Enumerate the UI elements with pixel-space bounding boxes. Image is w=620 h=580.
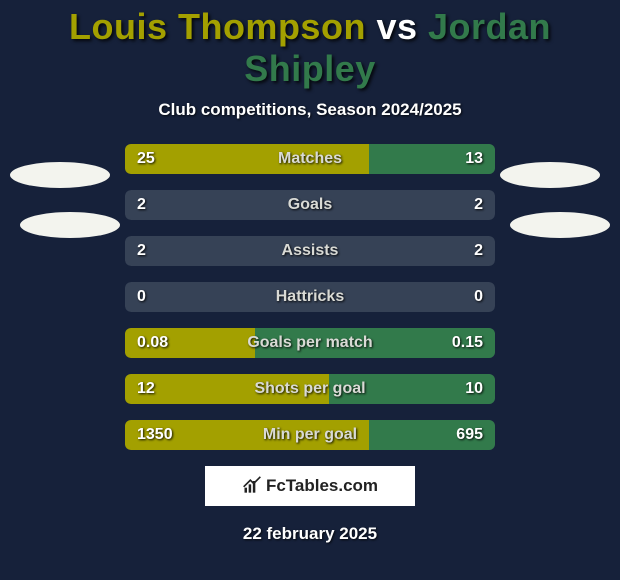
stat-value-player1: 0.08 [137,328,168,358]
stat-value-player1: 2 [137,190,146,220]
stat-label: Goals [125,190,495,220]
chart-icon [242,476,262,496]
brand-text: FcTables.com [266,476,378,496]
stat-label: Goals per match [125,328,495,358]
stat-row: Shots per goal12 10 [125,374,495,404]
content-wrapper: Louis Thompson vs Jordan Shipley Club co… [0,0,620,580]
stat-value-player1: 0 [137,282,146,312]
date-text: 22 february 2025 [0,524,620,544]
stat-value-player2: 695 [456,420,483,450]
stat-label: Assists [125,236,495,266]
stat-value-player1: 1350 [137,420,173,450]
stat-row: Hattricks0 0 [125,282,495,312]
stat-label: Matches [125,144,495,174]
stat-value-player2: 10 [465,374,483,404]
comparison-chart: Matches2513Goals22Assists22Hattricks00Go… [0,144,620,450]
player1-name: Louis Thompson [69,6,366,47]
player-photo-placeholder [510,212,610,238]
stat-row: Min per goal1350 695 [125,420,495,450]
stat-label: Shots per goal [125,374,495,404]
stat-label: Min per goal [125,420,495,450]
stat-value-player2: 0 [474,282,483,312]
player-photo-placeholder [10,162,110,188]
stat-row: Assists2 2 [125,236,495,266]
stat-row: Matches25 13 [125,144,495,174]
player-photo-placeholder [20,212,120,238]
stat-value-player2: 2 [474,190,483,220]
vs-text: vs [366,6,428,47]
stat-value-player2: 2 [474,236,483,266]
stat-label: Hattricks [125,282,495,312]
stat-value-player1: 12 [137,374,155,404]
subtitle: Club competitions, Season 2024/2025 [0,100,620,120]
page-title: Louis Thompson vs Jordan Shipley [0,0,620,90]
player-photo-placeholder [500,162,600,188]
brand-logo: FcTables.com [205,466,415,506]
stat-value-player1: 25 [137,144,155,174]
stat-value-player2: 0.15 [452,328,483,358]
stat-row: Goals per match0.08 0.15 [125,328,495,358]
stat-value-player2: 13 [465,144,483,174]
stat-value-player1: 2 [137,236,146,266]
stat-row: Goals2 2 [125,190,495,220]
